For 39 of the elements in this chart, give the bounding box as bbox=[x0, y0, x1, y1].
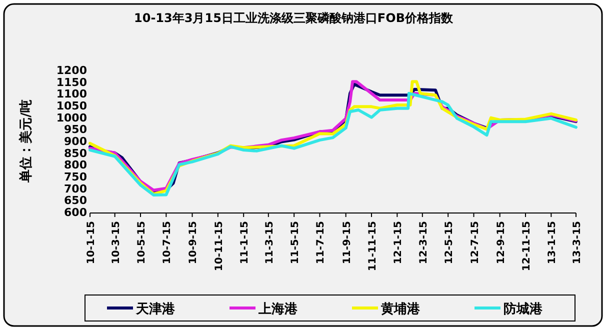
y-tick-label: 750 bbox=[64, 170, 88, 184]
y-tick-label: 1150 bbox=[56, 76, 88, 89]
x-tick-label: 11-3-15 bbox=[264, 220, 276, 264]
y-tick-label: 1200 bbox=[56, 64, 88, 77]
y-tick-label: 650 bbox=[64, 194, 88, 208]
x-tick-label: 12-1-15 bbox=[393, 220, 404, 264]
x-tick-label: 11-11-15 bbox=[368, 220, 378, 272]
x-tick-label: 13-1-15 bbox=[547, 220, 558, 264]
y-tick-label: 1000 bbox=[56, 111, 88, 124]
chart-title: 10-13年3月15日工业洗涤级三聚磷酸钠港口FOB价格指数 bbox=[134, 11, 454, 25]
x-tick-label: 12-5-15 bbox=[444, 220, 456, 264]
x-tick-label: 12-11-15 bbox=[522, 220, 533, 272]
y-tick-label: 800 bbox=[64, 158, 88, 172]
x-tick-label: 10-7-15 bbox=[162, 220, 174, 264]
x-tick-label: 11-9-15 bbox=[342, 220, 353, 264]
x-tick-label: 11-1-15 bbox=[240, 220, 251, 264]
y-tick-label: 1050 bbox=[56, 100, 88, 112]
y-tick-label: 600 bbox=[64, 206, 88, 219]
y-tick-label: 700 bbox=[64, 182, 88, 196]
x-tick-label: 10-1-15 bbox=[86, 220, 97, 264]
x-tick-label: 10-9-15 bbox=[188, 220, 200, 264]
y-tick-label: 1100 bbox=[56, 88, 88, 101]
y-axis-title: 单位：美元/吨 bbox=[18, 100, 34, 184]
y-tick-label: 850 bbox=[64, 146, 88, 160]
legend-label: 上海港 bbox=[258, 302, 298, 317]
x-tick-label: 12-7-15 bbox=[470, 220, 481, 264]
x-tick-label: 11-7-15 bbox=[316, 220, 327, 264]
x-tick-label: 10-3-15 bbox=[110, 220, 122, 264]
x-tick-label: 12-9-15 bbox=[496, 220, 507, 264]
legend-label: 防城港 bbox=[504, 301, 544, 317]
x-tick-label: 11-5-15 bbox=[290, 220, 302, 264]
x-tick-label: 10-5-15 bbox=[136, 220, 148, 264]
y-tick-label: 900 bbox=[64, 135, 88, 148]
x-tick-label: 10-11-15 bbox=[214, 220, 225, 272]
x-tick-label: 12-3-15 bbox=[418, 220, 430, 264]
y-tick-label: 950 bbox=[64, 123, 88, 136]
x-tick-label: 13-3-15 bbox=[572, 220, 583, 264]
legend-label: 黄埔港 bbox=[380, 301, 421, 317]
legend-label: 天津港 bbox=[135, 302, 176, 317]
